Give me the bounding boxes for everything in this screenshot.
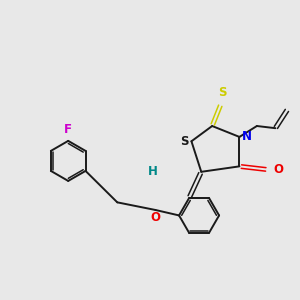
Text: H: H (148, 165, 158, 178)
Text: S: S (218, 86, 226, 99)
Text: F: F (64, 124, 72, 136)
Text: N: N (242, 130, 252, 143)
Text: O: O (151, 212, 160, 224)
Text: S: S (181, 135, 189, 148)
Text: O: O (273, 163, 283, 176)
